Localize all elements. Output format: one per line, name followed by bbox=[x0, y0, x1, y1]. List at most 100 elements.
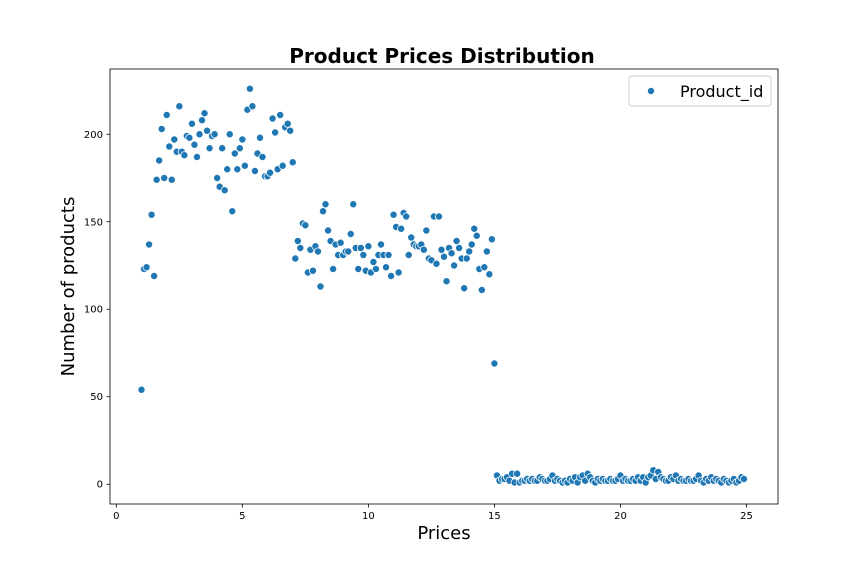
data-point bbox=[397, 224, 406, 233]
data-point bbox=[467, 240, 476, 249]
data-point bbox=[470, 224, 479, 233]
data-point bbox=[291, 254, 300, 263]
data-point bbox=[739, 475, 748, 483]
y-tick-label: 50 bbox=[90, 392, 103, 403]
data-point bbox=[185, 133, 194, 142]
data-point bbox=[162, 111, 171, 119]
x-axis-ticks: 0 5 10 15 20 25 bbox=[113, 504, 753, 522]
data-point bbox=[293, 237, 302, 245]
data-point bbox=[485, 270, 494, 279]
data-point bbox=[487, 235, 496, 244]
legend-marker bbox=[647, 87, 655, 95]
data-point bbox=[150, 272, 159, 280]
y-tick-label: 150 bbox=[84, 217, 103, 228]
data-point bbox=[432, 259, 441, 268]
data-point bbox=[160, 174, 169, 182]
data-point bbox=[210, 130, 219, 139]
data-point bbox=[230, 149, 239, 158]
chart-title: Product Prices Distribution bbox=[289, 44, 594, 68]
data-point bbox=[364, 242, 373, 251]
data-point bbox=[147, 210, 156, 219]
data-point bbox=[513, 469, 522, 478]
data-point bbox=[480, 263, 489, 272]
data-point bbox=[256, 133, 264, 142]
data-point bbox=[165, 142, 174, 151]
data-point bbox=[472, 231, 481, 240]
data-point bbox=[157, 125, 166, 133]
y-axis-label: Number of products bbox=[58, 197, 79, 377]
data-point bbox=[198, 116, 206, 125]
data-point bbox=[205, 144, 214, 153]
data-point bbox=[308, 266, 317, 275]
x-tick-label: 10 bbox=[362, 511, 375, 522]
data-point bbox=[440, 252, 448, 261]
data-point bbox=[220, 186, 229, 195]
legend-label: Product_id bbox=[680, 82, 763, 102]
data-point bbox=[200, 109, 209, 118]
data-point bbox=[455, 244, 464, 252]
x-tick-label: 5 bbox=[239, 511, 245, 522]
data-point bbox=[316, 282, 325, 291]
data-point bbox=[377, 240, 385, 249]
y-axis-ticks: 0 50 100 150 200 bbox=[84, 130, 110, 491]
data-point bbox=[356, 244, 365, 252]
data-point bbox=[482, 247, 491, 256]
data-point bbox=[313, 247, 322, 256]
data-point bbox=[218, 144, 227, 153]
y-tick-label: 200 bbox=[84, 130, 103, 141]
data-point bbox=[354, 265, 363, 273]
data-point bbox=[248, 102, 257, 111]
data-point bbox=[387, 272, 396, 280]
data-point bbox=[329, 265, 338, 273]
data-point bbox=[301, 221, 310, 230]
data-point bbox=[245, 84, 254, 93]
data-point bbox=[175, 102, 184, 111]
data-point bbox=[402, 212, 411, 221]
data-point bbox=[382, 263, 390, 272]
data-point bbox=[419, 245, 428, 254]
data-point bbox=[170, 135, 179, 144]
data-point bbox=[195, 130, 204, 139]
data-point bbox=[344, 247, 353, 256]
x-tick-label: 20 bbox=[614, 511, 627, 522]
data-point bbox=[145, 240, 154, 249]
data-point bbox=[223, 165, 232, 174]
data-point bbox=[250, 167, 259, 175]
data-point bbox=[407, 233, 416, 242]
x-tick-label: 15 bbox=[488, 511, 501, 522]
data-point bbox=[228, 207, 237, 216]
data-point bbox=[465, 247, 474, 256]
data-point bbox=[336, 238, 345, 247]
data-point bbox=[137, 385, 146, 394]
data-point bbox=[238, 135, 247, 144]
data-point bbox=[268, 114, 277, 123]
data-point bbox=[369, 258, 378, 266]
x-axis-label: Prices bbox=[417, 523, 470, 544]
data-point bbox=[389, 210, 398, 219]
data-point bbox=[404, 251, 413, 259]
data-point bbox=[266, 168, 275, 177]
plot-frame bbox=[109, 68, 779, 505]
data-point bbox=[276, 111, 285, 119]
data-point bbox=[225, 130, 234, 139]
data-point bbox=[434, 212, 443, 221]
data-point bbox=[394, 268, 403, 277]
data-point bbox=[187, 119, 196, 128]
x-tick-label: 25 bbox=[740, 511, 753, 522]
data-point bbox=[258, 153, 267, 161]
data-point bbox=[271, 128, 280, 137]
data-point bbox=[460, 284, 469, 293]
data-point bbox=[359, 251, 368, 259]
data-point bbox=[180, 151, 189, 160]
data-point bbox=[477, 286, 486, 294]
points-layer bbox=[137, 84, 748, 487]
data-point bbox=[296, 244, 305, 252]
data-point bbox=[192, 153, 201, 161]
data-point bbox=[213, 174, 222, 182]
data-point bbox=[321, 200, 330, 209]
x-tick-label: 0 bbox=[113, 511, 119, 522]
data-point bbox=[349, 200, 358, 209]
data-point bbox=[422, 226, 431, 235]
data-point bbox=[288, 158, 297, 167]
